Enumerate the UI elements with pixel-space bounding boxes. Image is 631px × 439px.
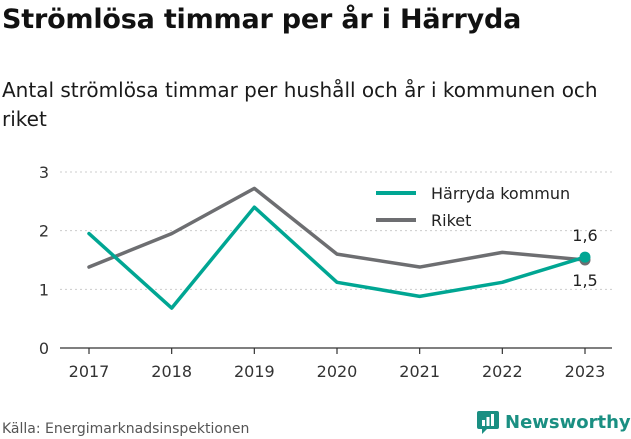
y-tick-label: 2	[39, 222, 49, 241]
y-tick-label: 3	[39, 163, 49, 182]
newsworthy-logo: Newsworthy	[476, 409, 631, 435]
chart-title: Strömlösa timmar per år i Härryda	[2, 4, 522, 35]
newsworthy-icon	[477, 411, 499, 434]
x-tick-label: 2022	[482, 362, 523, 381]
source-note: Källa: Energimarknadsinspektionen	[2, 421, 250, 437]
x-tick-label: 2017	[69, 362, 110, 381]
y-tick-label: 0	[39, 339, 49, 358]
series-line-riket	[87, 186, 587, 269]
end-label-harryda: 1,6	[572, 226, 597, 245]
x-tick-label: 2020	[317, 362, 358, 381]
x-tick-label: 2021	[399, 362, 440, 381]
brand-name: Newsworthy	[505, 411, 631, 433]
series-lines	[87, 186, 591, 310]
y-tick-label: 1	[39, 280, 49, 299]
legend: Härryda kommun Riket	[376, 184, 570, 230]
x-axis: 2017 2018 2019 2020 2021 2022 2023	[60, 347, 612, 381]
y-axis: 0 1 2 3	[39, 163, 49, 358]
x-tick-label: 2018	[151, 362, 192, 381]
end-label-riket: 1,5	[572, 271, 597, 290]
end-labels: 1,6 1,5	[571, 225, 599, 292]
series-line-harryda	[87, 205, 587, 310]
legend-label: Härryda kommun	[431, 184, 570, 203]
end-point-harryda	[579, 251, 591, 263]
legend-label: Riket	[431, 211, 471, 230]
chart-subtitle: Antal strömlösa timmar per hushåll och å…	[2, 78, 598, 131]
x-tick-label: 2019	[234, 362, 275, 381]
x-tick-label: 2023	[565, 362, 606, 381]
